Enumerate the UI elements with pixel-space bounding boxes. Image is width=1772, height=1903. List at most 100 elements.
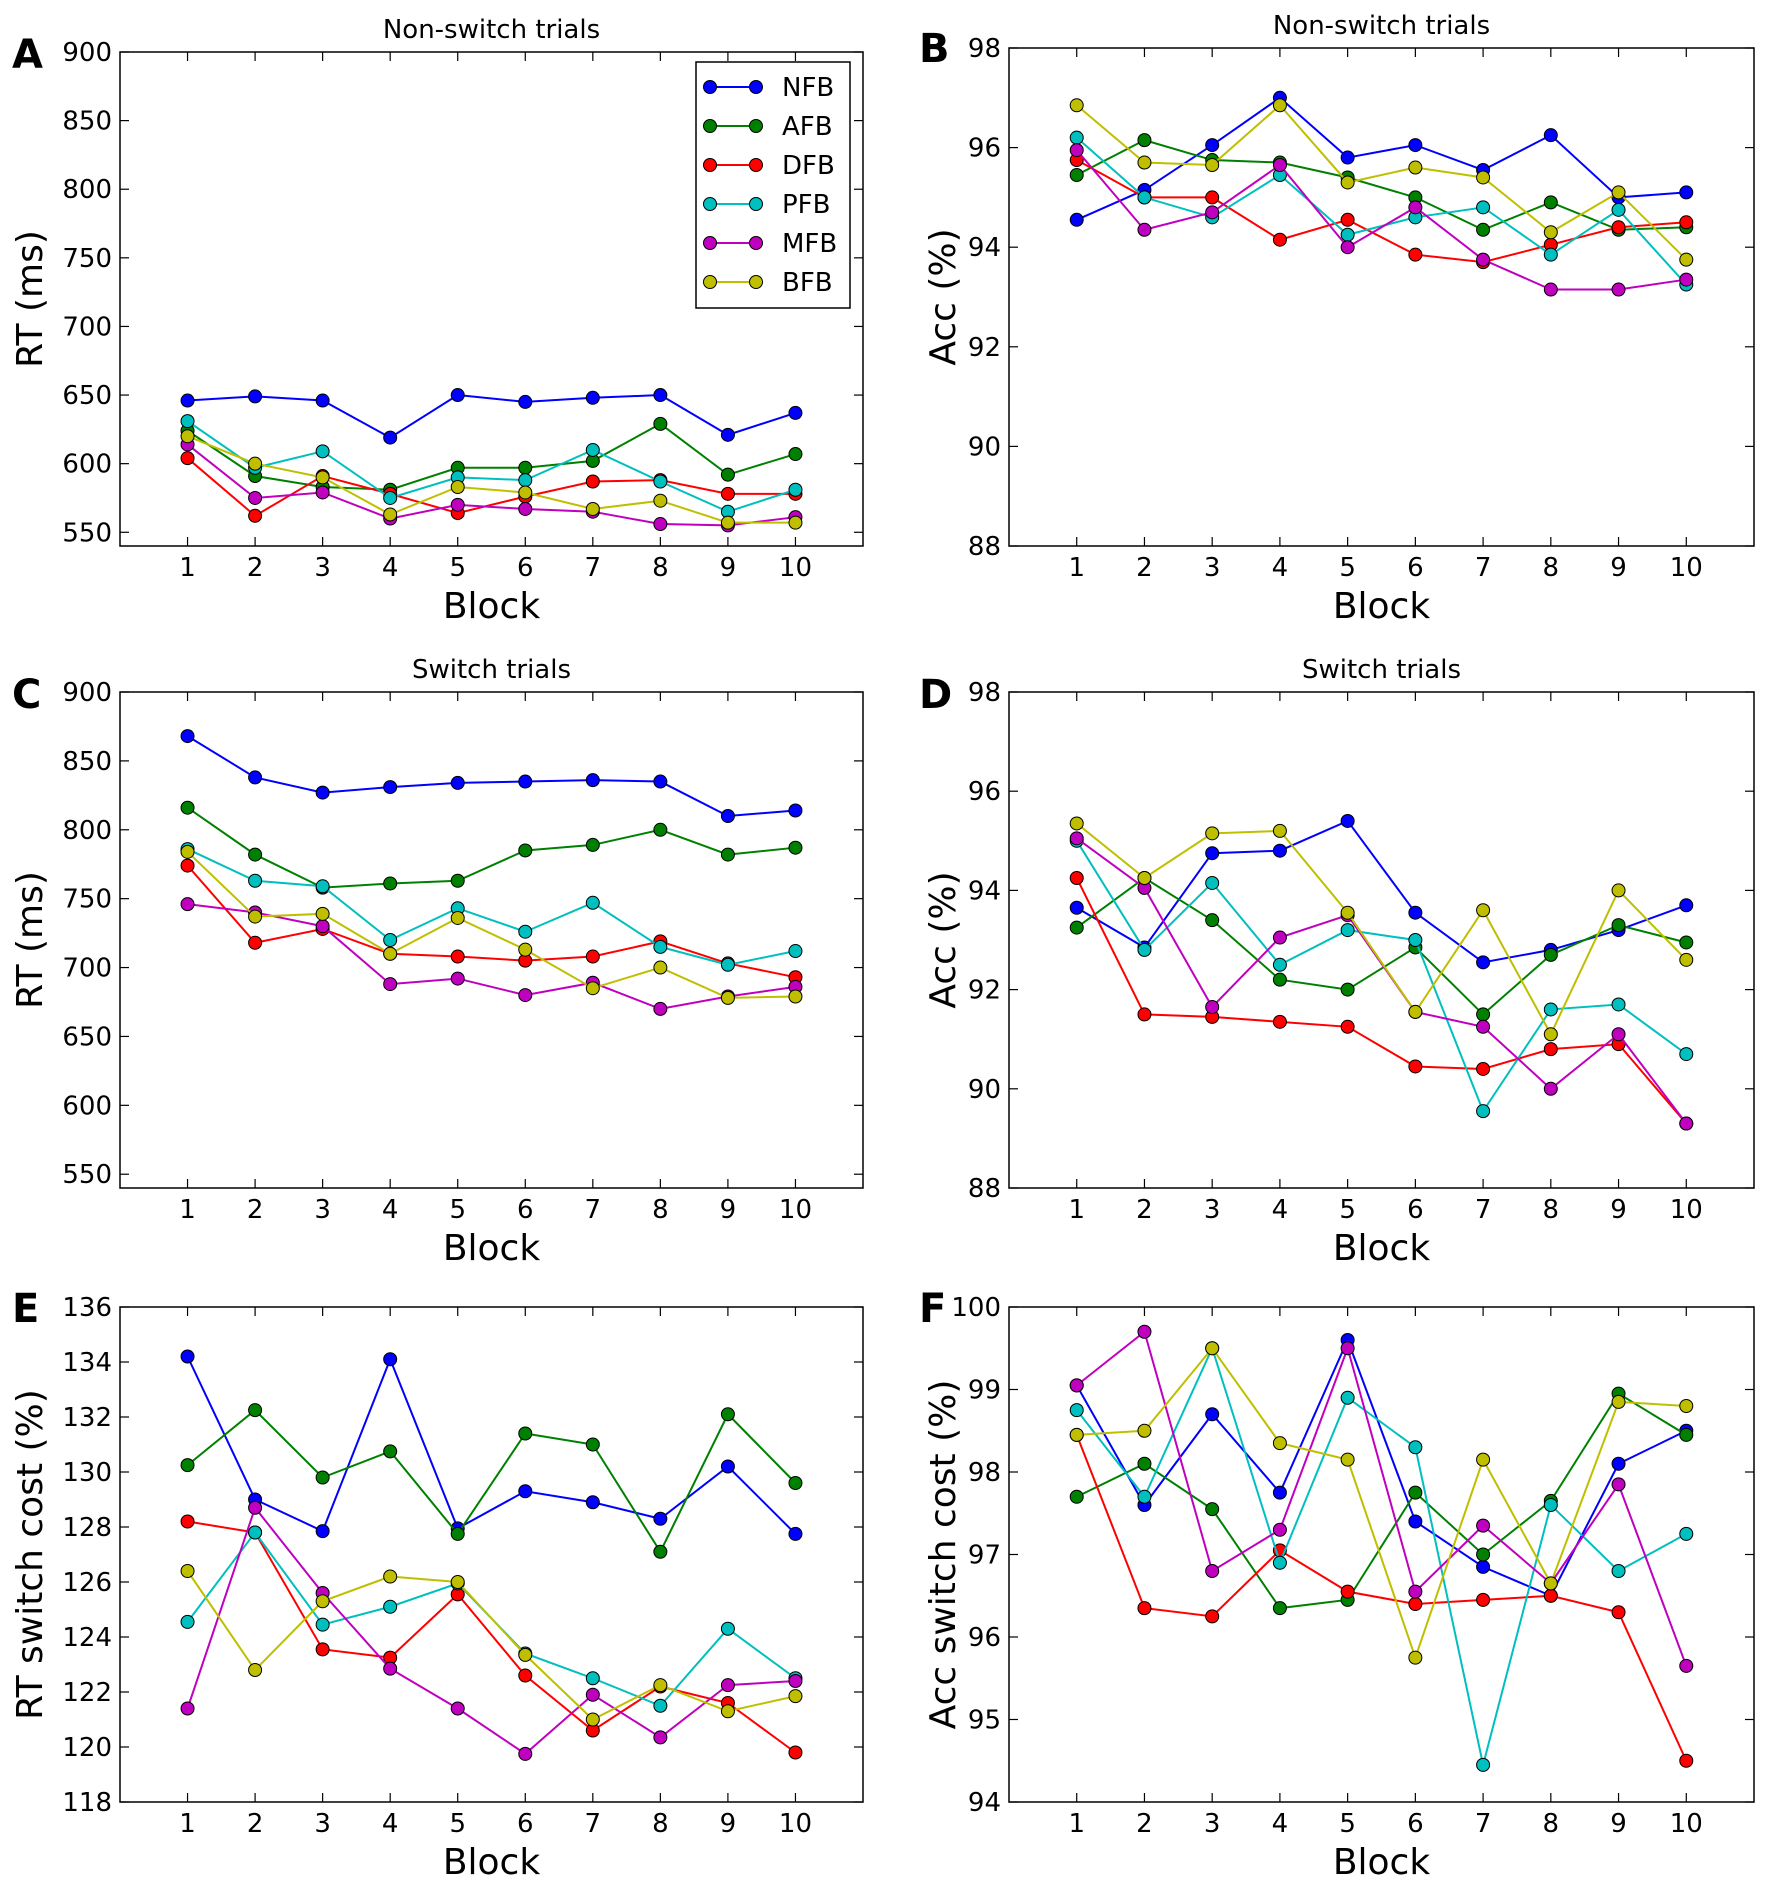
data-point <box>180 414 195 429</box>
y-tick-label: 850 <box>62 747 112 777</box>
data-point <box>653 960 668 975</box>
data-point <box>1069 920 1084 935</box>
data-point <box>788 482 803 497</box>
data-point <box>1340 1584 1355 1599</box>
series-dfb <box>180 1514 803 1760</box>
data-point <box>585 474 600 489</box>
data-point <box>653 1678 668 1693</box>
data-point <box>1408 138 1423 153</box>
data-point <box>248 456 263 471</box>
data-point <box>1679 1399 1694 1413</box>
data-point <box>1340 150 1355 165</box>
data-point <box>1272 158 1287 173</box>
data-point <box>1679 1753 1694 1768</box>
data-point <box>1340 240 1355 255</box>
data-point <box>450 1701 465 1716</box>
y-axis-label: Acc (%) <box>923 228 964 365</box>
x-tick-label: 9 <box>1610 1809 1627 1839</box>
series-line-bfb <box>1076 1346 1687 1661</box>
series-bfb <box>180 844 803 1005</box>
data-point <box>653 1698 668 1713</box>
data-point <box>315 470 330 485</box>
chart-title: Non-switch trials <box>383 15 600 45</box>
chart-title: Switch trials <box>1302 655 1461 685</box>
data-point <box>1205 913 1220 928</box>
y-tick-label: 126 <box>62 1568 112 1598</box>
data-point <box>1611 918 1626 933</box>
legend-marker <box>749 119 763 133</box>
x-tick-label: 7 <box>1475 1195 1492 1225</box>
y-tick-label: 98 <box>968 678 1001 708</box>
x-tick-label: 3 <box>314 1195 331 1225</box>
y-tick-label: 128 <box>62 1513 112 1543</box>
series-line-dfb <box>1075 877 1688 1125</box>
data-point <box>1069 1427 1084 1442</box>
data-point <box>720 957 735 972</box>
data-point <box>585 501 600 516</box>
plot-frame <box>1008 691 1755 1189</box>
y-tick-label: 88 <box>968 532 1001 562</box>
data-point <box>788 1689 803 1704</box>
legend-marker <box>703 158 717 172</box>
series-line-pfb <box>186 420 796 513</box>
data-point <box>1069 98 1084 113</box>
y-tick-label: 650 <box>62 1022 112 1052</box>
legend-marker <box>703 80 717 94</box>
series-line-bfb <box>186 851 796 999</box>
series-line-nfb <box>186 1356 797 1535</box>
y-tick-label: 136 <box>62 1293 112 1323</box>
data-point <box>1340 905 1355 920</box>
data-point <box>180 858 195 873</box>
x-tick-label: 2 <box>1136 553 1153 583</box>
plot-frame <box>1008 1306 1755 1803</box>
data-point <box>585 1712 600 1727</box>
legend-marker <box>703 119 717 133</box>
data-point <box>720 467 735 482</box>
series-line-afb <box>186 806 796 889</box>
data-point <box>180 1564 195 1578</box>
x-tick-label: 5 <box>449 553 466 583</box>
data-point <box>1408 1597 1423 1611</box>
x-tick-label: 1 <box>1068 1809 1085 1839</box>
data-point <box>1679 1658 1694 1673</box>
data-point <box>1205 190 1220 205</box>
x-axis-label: Block <box>443 586 541 627</box>
data-point <box>788 1476 803 1490</box>
x-tick-label: 2 <box>247 1195 264 1225</box>
data-point <box>383 507 398 522</box>
data-point <box>653 416 668 431</box>
data-point <box>1476 903 1491 918</box>
series-nfb <box>180 729 803 823</box>
data-point <box>180 1349 195 1364</box>
x-tick-label: 7 <box>585 1195 602 1225</box>
data-point <box>518 1647 533 1662</box>
y-tick-label: 90 <box>968 432 1001 462</box>
series-nfb <box>180 388 803 445</box>
data-point <box>1340 923 1355 938</box>
y-tick-label: 88 <box>968 1174 1001 1204</box>
data-point <box>315 1642 330 1657</box>
data-point <box>450 497 465 512</box>
data-point <box>1476 1104 1491 1119</box>
legend-box <box>695 61 851 309</box>
data-point <box>1543 282 1558 297</box>
x-tick-label: 9 <box>720 553 737 583</box>
x-tick-label: 5 <box>449 1809 466 1839</box>
series-line-mfb <box>187 903 796 1010</box>
y-tick-label: 132 <box>62 1403 112 1433</box>
data-point <box>653 388 668 403</box>
series-line-mfb <box>1076 1330 1688 1667</box>
y-tick-label: 550 <box>62 518 112 548</box>
data-point <box>1611 1605 1626 1620</box>
y-tick-label: 120 <box>62 1733 112 1763</box>
data-point <box>1476 1007 1491 1022</box>
x-tick-label: 2 <box>247 1809 264 1839</box>
x-axis-label: Block <box>443 1228 541 1269</box>
data-point <box>1069 1378 1084 1393</box>
data-point <box>1679 1526 1694 1541</box>
data-point <box>1679 272 1694 287</box>
data-point <box>585 1495 600 1510</box>
data-point <box>720 1407 735 1422</box>
data-point <box>383 1569 398 1584</box>
data-point <box>450 971 465 986</box>
